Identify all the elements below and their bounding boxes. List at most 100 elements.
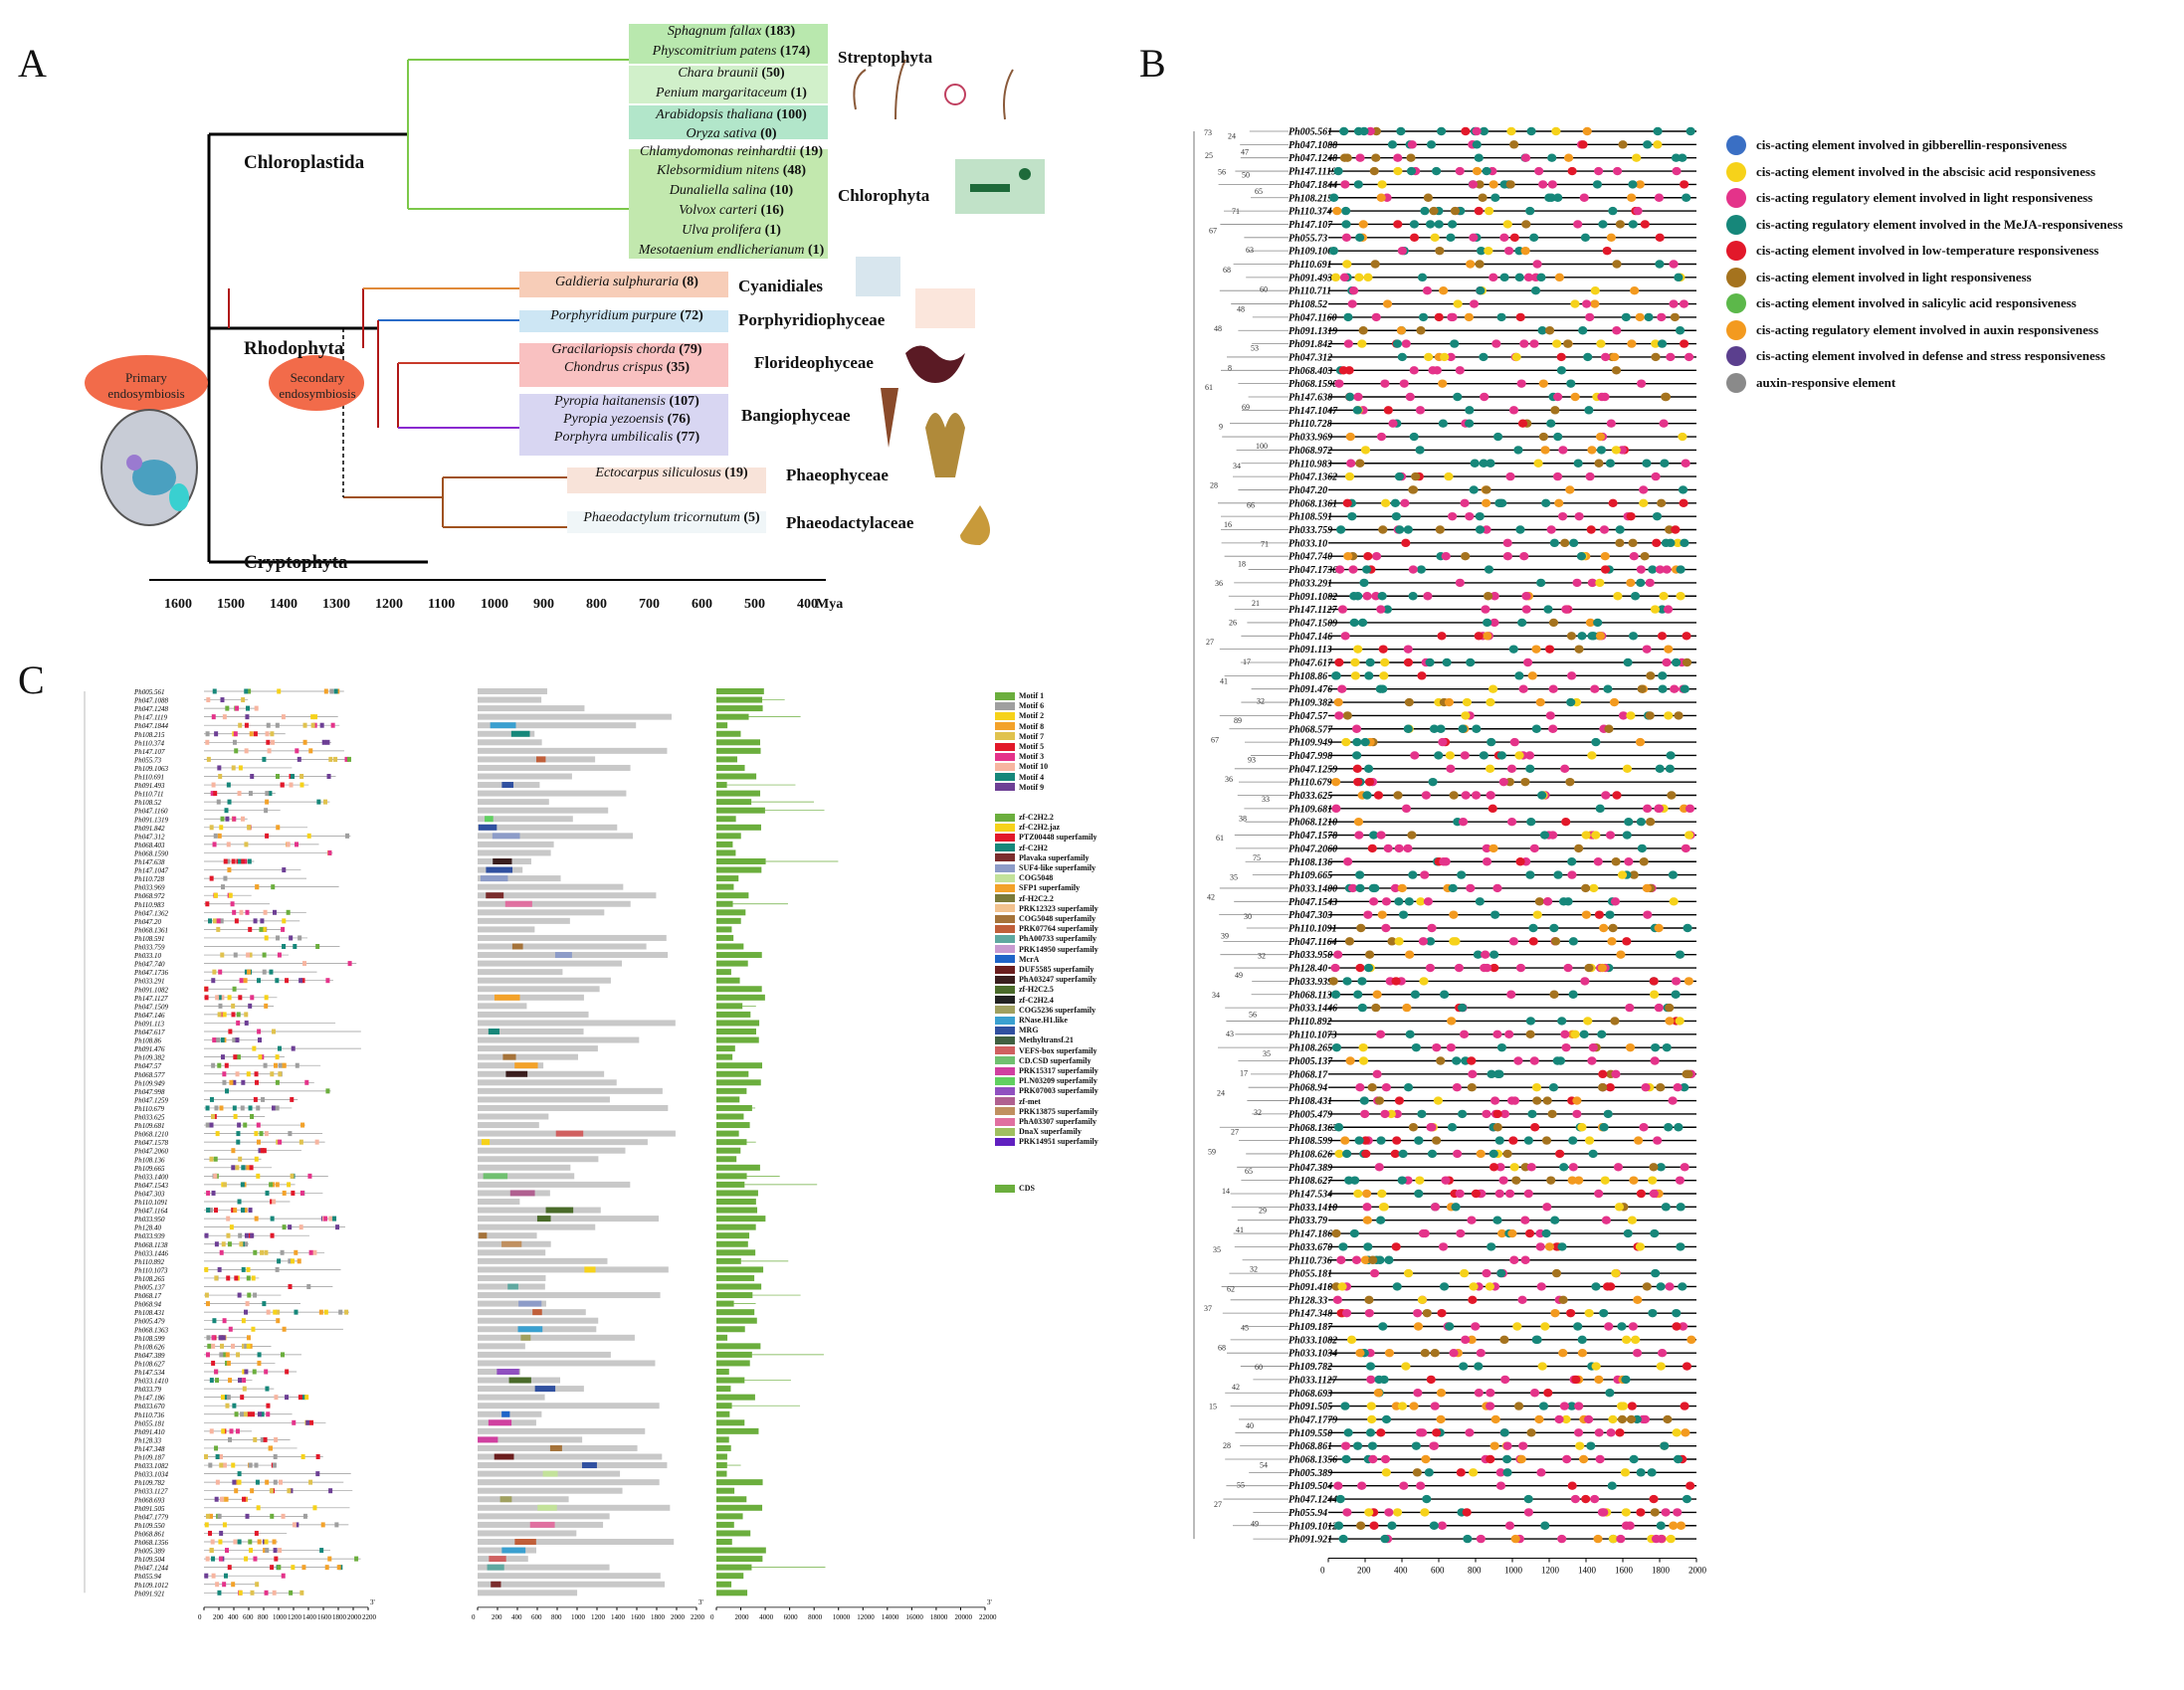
motif-mark — [313, 714, 318, 720]
cis-element-mark — [1590, 684, 1600, 693]
cis-element-mark — [1642, 645, 1652, 654]
protein-bar — [478, 1274, 546, 1281]
motif-mark — [272, 1462, 277, 1468]
cis-element-mark — [1645, 711, 1655, 720]
cis-element-mark — [1343, 552, 1353, 561]
cis-element-mark — [1371, 592, 1381, 601]
axis-tick: 0 — [198, 1613, 202, 1621]
gene-label: Ph047.20 — [133, 918, 162, 926]
cis-element-mark — [1655, 260, 1665, 269]
motif-mark — [265, 731, 270, 737]
cis-element-mark — [1425, 657, 1435, 667]
gene-label: Ph091.493 — [133, 782, 165, 790]
cis-element-mark — [1635, 737, 1646, 747]
cis-element-mark — [1387, 140, 1398, 149]
cds-bar — [716, 1139, 747, 1146]
motif-mark — [222, 1079, 227, 1085]
cis-element-mark — [1659, 592, 1669, 601]
cds-bar — [716, 1011, 751, 1018]
cis-element-mark — [1503, 246, 1514, 256]
cis-element-mark — [1672, 166, 1682, 176]
motif-mark — [248, 1208, 253, 1214]
motif-mark — [269, 969, 274, 975]
bootstrap-value: 24 — [1217, 1088, 1225, 1097]
bootstrap-value: 54 — [1260, 1461, 1268, 1470]
cis-element-mark — [1516, 379, 1526, 388]
cis-element-mark — [1561, 1414, 1571, 1424]
cis-element-mark — [1654, 804, 1665, 814]
cis-element-mark — [1340, 632, 1350, 641]
cis-element-mark — [1446, 352, 1456, 362]
motif-mark — [276, 825, 281, 831]
cis-element-mark — [1653, 126, 1663, 136]
cis-element-mark — [1434, 220, 1444, 229]
legend-entry: Motif 3 — [995, 752, 1044, 761]
motif-mark — [233, 1114, 238, 1119]
motif-mark — [282, 944, 287, 949]
gene-label: Ph091.921 — [133, 1590, 165, 1597]
gene-label: Ph033.969 — [1289, 433, 1332, 444]
cis-element-mark — [1427, 1149, 1438, 1159]
cis-element-mark — [1475, 511, 1485, 521]
protein-bar — [478, 1011, 589, 1018]
cis-element-mark — [1380, 657, 1390, 667]
bootstrap-value: 17 — [1243, 657, 1251, 666]
cis-element-mark — [1364, 1308, 1374, 1318]
cis-element-mark — [1489, 618, 1499, 628]
cis-element-mark — [1393, 166, 1403, 176]
cis-element-mark — [1671, 657, 1682, 667]
motif-mark — [264, 808, 269, 814]
motif-mark — [247, 1411, 252, 1417]
cis-element-mark — [1538, 379, 1548, 388]
cis-element-mark — [1360, 446, 1371, 455]
gene-label: Ph068.1363 — [1289, 1123, 1337, 1134]
cis-element-mark — [1482, 844, 1491, 853]
protein-bar — [478, 1479, 660, 1486]
axis-tick: 600 — [1431, 1565, 1445, 1575]
motif-mark — [254, 1156, 259, 1162]
cis-element-mark — [1566, 697, 1576, 707]
cis-element-mark — [1633, 1295, 1643, 1305]
cis-element-mark — [1345, 392, 1355, 402]
axis-tick: 0 — [472, 1613, 476, 1621]
cis-element-mark — [1489, 950, 1499, 959]
bootstrap-value: 30 — [1244, 912, 1252, 921]
legend-entry: PLN03209 superfamily — [995, 1076, 1097, 1085]
motif-mark — [217, 1062, 222, 1068]
cis-element-mark — [1550, 937, 1561, 946]
motif-mark — [272, 909, 277, 915]
cis-element-mark — [1626, 711, 1636, 720]
axis-tick: 400 — [228, 1613, 239, 1621]
cis-element-mark — [1402, 1003, 1412, 1013]
protein-bar — [478, 1113, 549, 1120]
motif-mark — [253, 731, 258, 737]
protein-bar — [478, 960, 623, 967]
cis-element-mark — [1523, 273, 1534, 282]
gene-label: Ph068.972 — [133, 892, 165, 900]
bootstrap-value: 17 — [1240, 1069, 1248, 1078]
cis-element-mark — [1687, 1335, 1696, 1345]
cis-element-mark — [1405, 392, 1415, 402]
cis-element-mark — [1574, 1402, 1584, 1410]
motif-mark — [215, 1479, 220, 1485]
axis-tick: 600 — [531, 1613, 542, 1621]
cis-element-mark — [1650, 1508, 1660, 1517]
legend-swatch — [995, 934, 1015, 943]
motif-mark — [312, 1505, 317, 1511]
motif-mark — [253, 1556, 258, 1562]
cis-element-mark — [1623, 1228, 1633, 1238]
time-tick: 1200 — [375, 597, 403, 612]
legend-swatch — [995, 732, 1015, 741]
motif-mark — [324, 1565, 329, 1571]
cds-bar — [716, 1309, 755, 1316]
cis-element-mark — [1396, 326, 1407, 335]
cis-element-mark — [1680, 684, 1689, 693]
cis-element-mark — [1586, 525, 1596, 534]
cis-element-mark — [1646, 818, 1656, 827]
cis-element-mark — [1629, 552, 1639, 561]
cis-element-mark — [1612, 260, 1622, 269]
cis-element-mark — [1538, 180, 1548, 189]
cis-element-mark — [1468, 1069, 1478, 1079]
cis-element-mark — [1403, 525, 1413, 534]
gene-label: Ph108.52 — [133, 799, 162, 807]
